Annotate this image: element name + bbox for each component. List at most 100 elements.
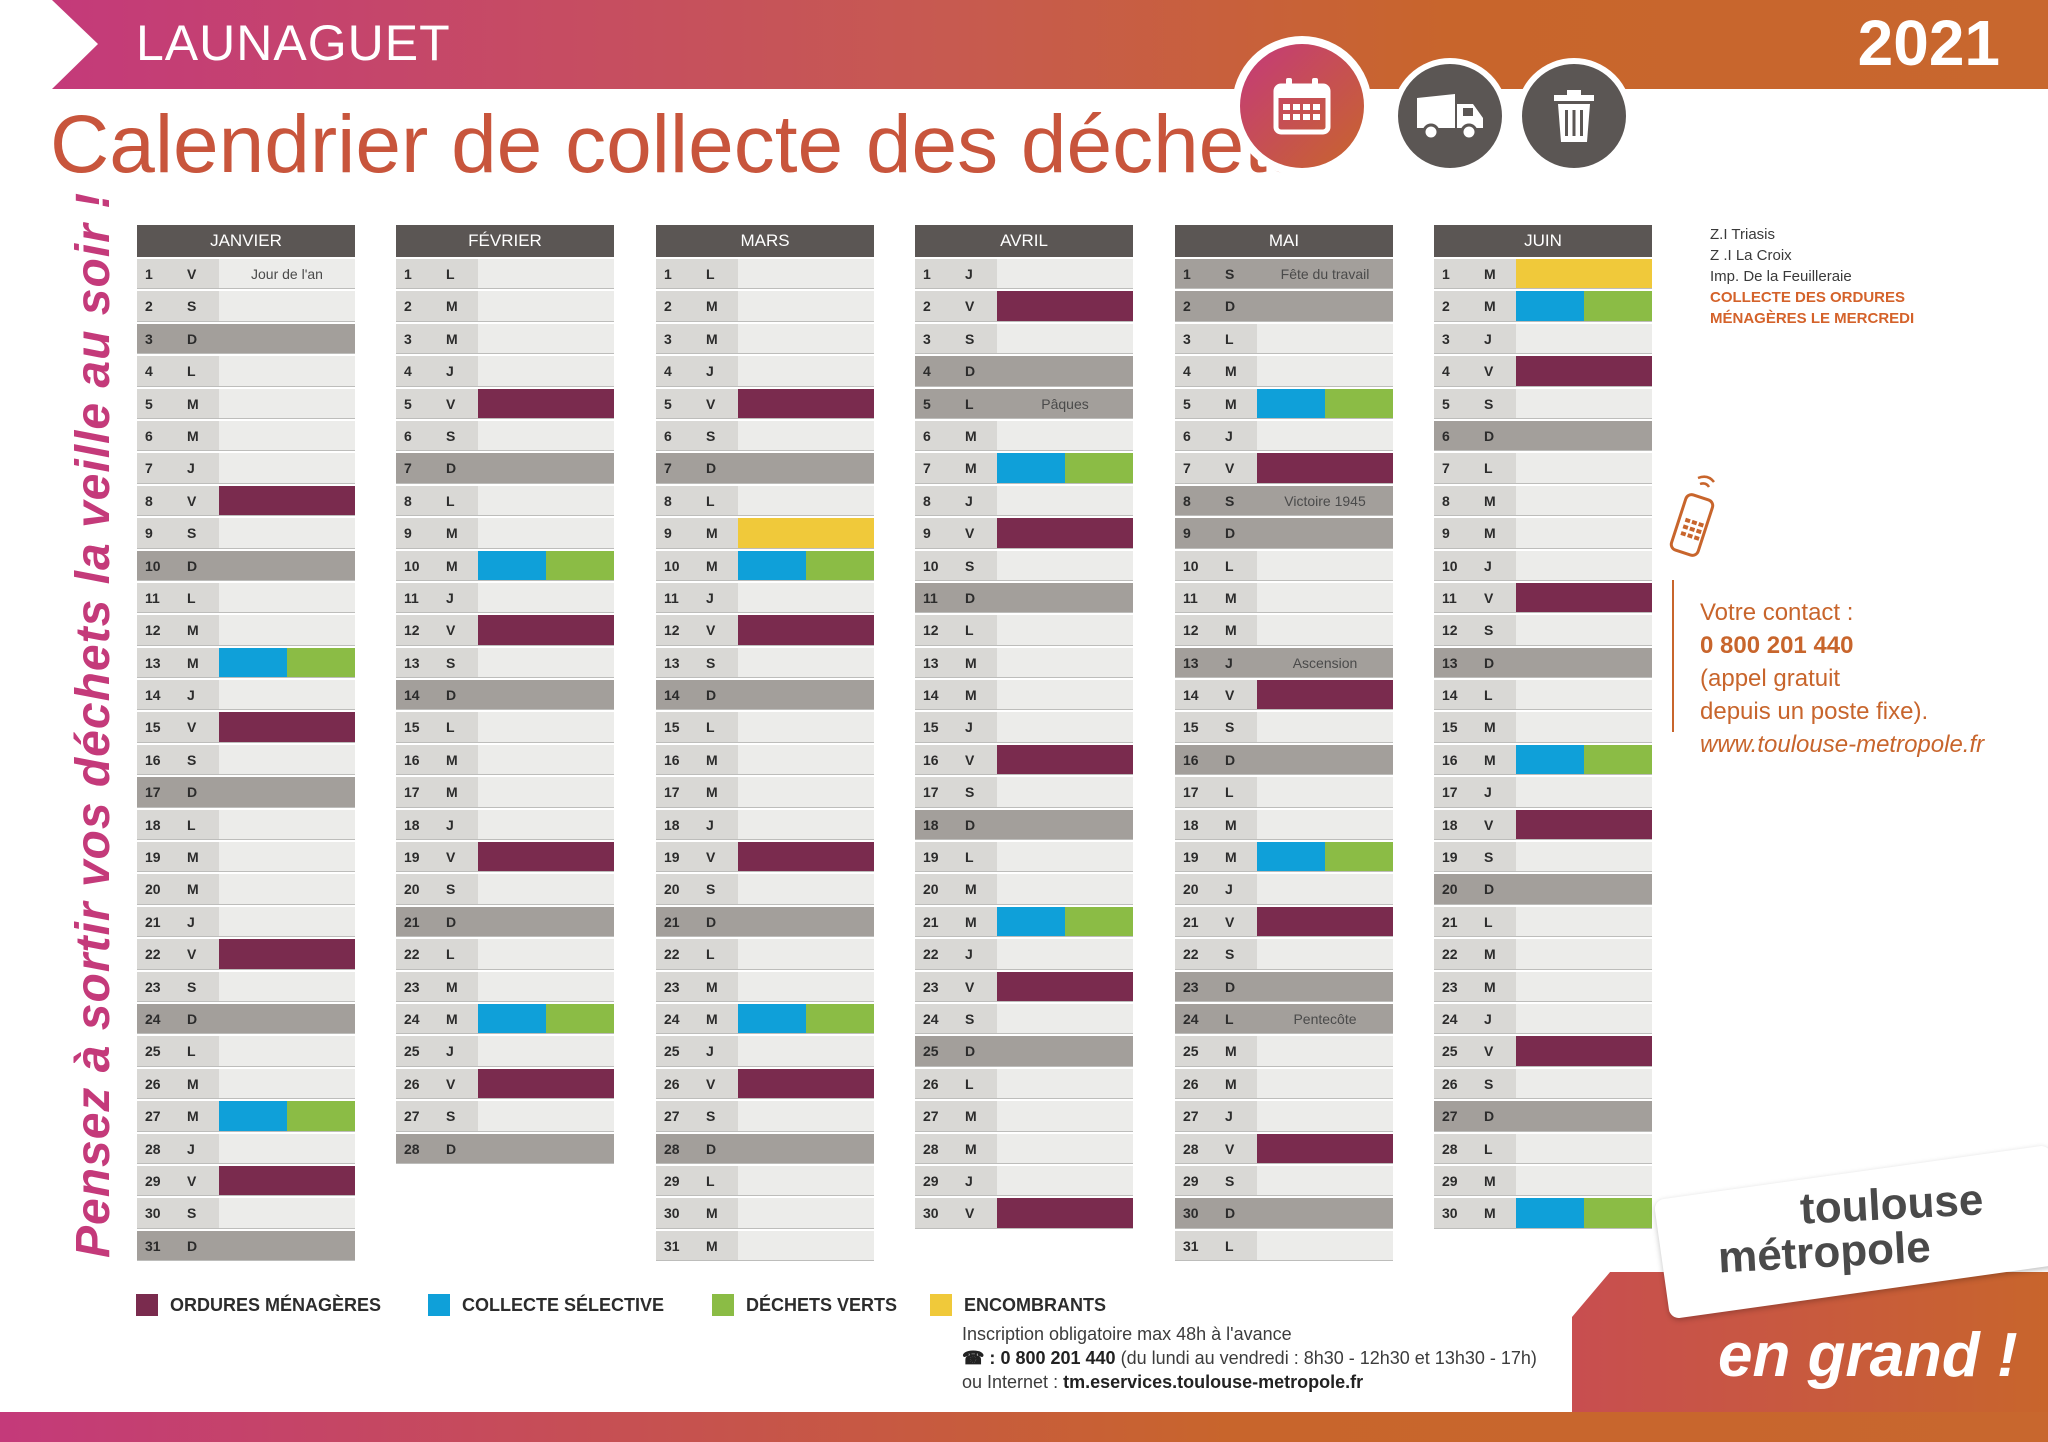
- weekday-letter: M: [187, 849, 199, 866]
- day-row: 24 M: [656, 1003, 874, 1035]
- collection-verts: [1065, 906, 1133, 937]
- day-number: 15: [1442, 719, 1458, 736]
- day-label-block: [915, 1198, 997, 1228]
- day-row: 21 L: [1434, 906, 1652, 938]
- day-row: 30 S: [137, 1198, 355, 1229]
- day-row: 1 S Fête du travail: [1175, 259, 1393, 290]
- weekday-letter: S: [706, 881, 716, 898]
- collection-cell: [478, 615, 614, 645]
- collection-cell: [478, 1068, 614, 1099]
- note-phone[interactable]: 0 800 201 440: [1000, 1348, 1116, 1368]
- weekday-letter: L: [1484, 460, 1493, 477]
- day-row: 26 V: [656, 1068, 874, 1100]
- weekday-letter: M: [1225, 395, 1237, 412]
- day-row: 17 D: [137, 777, 355, 808]
- day-number: 28: [1183, 1140, 1199, 1157]
- address-line: Z.I Triasis: [1710, 226, 1776, 243]
- day-number: 4: [1183, 363, 1191, 380]
- contact-website-link[interactable]: www.toulouse-metropole.fr: [1700, 731, 1985, 758]
- day-label-block: [1434, 356, 1516, 386]
- day-label-block: [1175, 420, 1257, 451]
- address-highlight: MÉNAGÈRES LE MERCREDI: [1710, 310, 1915, 327]
- weekday-letter: M: [446, 784, 458, 801]
- collection-cell: [1516, 582, 1652, 613]
- collection-verts: [1325, 388, 1393, 418]
- day-label-block: [656, 939, 738, 969]
- day-number: 15: [1183, 719, 1199, 736]
- day-number: 19: [404, 849, 420, 866]
- day-label-block: [1434, 809, 1516, 840]
- day-label-block: [396, 971, 478, 1001]
- weekday-letter: D: [965, 589, 976, 606]
- weekday-letter: S: [187, 525, 197, 542]
- weekday-letter: D: [706, 1140, 717, 1157]
- day-number: 9: [1442, 525, 1450, 542]
- day-row: 25 D: [915, 1036, 1133, 1067]
- day-number: 16: [664, 751, 680, 768]
- weekday-letter: M: [706, 1010, 718, 1027]
- weekday-letter: L: [706, 946, 715, 963]
- weekday-letter: S: [1484, 1075, 1494, 1092]
- day-row: 5 L Pâques: [915, 388, 1133, 419]
- day-label-block: [396, 1068, 478, 1099]
- day-label-block: [1175, 323, 1257, 354]
- day-number: 27: [664, 1108, 680, 1125]
- weekday-letter: V: [1225, 460, 1235, 477]
- day-number: 12: [1183, 622, 1199, 639]
- day-number: 18: [1183, 816, 1199, 833]
- weekday-letter: J: [187, 460, 195, 477]
- collection-selective: [219, 647, 287, 678]
- month-column: FÉVRIER 1 L 2 M 3 M 4 J 5 V 6 S 7 D 8 L 9 M 10 M 11 J 12 V 13 S 14 D…: [396, 225, 614, 1164]
- day-number: 24: [664, 1010, 680, 1027]
- day-label-block: [1434, 615, 1516, 645]
- collection-ordures: [478, 842, 614, 872]
- day-row: 19 S: [1434, 842, 1652, 873]
- weekday-letter: V: [1225, 913, 1235, 930]
- day-number: 12: [664, 622, 680, 639]
- day-label-block: [137, 518, 219, 548]
- weekday-letter: S: [446, 881, 456, 898]
- day-label-block: [137, 647, 219, 678]
- day-row: 21 M: [915, 906, 1133, 938]
- day-label-block: [656, 777, 738, 807]
- day-number: 8: [664, 492, 672, 509]
- day-number: 9: [145, 525, 153, 542]
- weekday-letter: V: [965, 751, 975, 768]
- collection-verts: [1065, 453, 1133, 483]
- day-label-block: [656, 453, 738, 483]
- day-number: 6: [923, 427, 931, 444]
- collection-selective: [478, 550, 546, 580]
- weekday-letter: L: [446, 946, 455, 963]
- weekday-letter: M: [1484, 719, 1496, 736]
- holiday-note: Pâques: [1041, 395, 1089, 412]
- weekday-letter: L: [1225, 784, 1234, 801]
- day-number: 22: [1442, 946, 1458, 963]
- weekday-letter: M: [187, 395, 199, 412]
- collection-ordures: [997, 1198, 1133, 1228]
- day-row: 23 M: [1434, 971, 1652, 1002]
- day-row: 11 V: [1434, 582, 1652, 614]
- day-row: 15 S: [1175, 712, 1393, 743]
- weekday-letter: D: [446, 1140, 457, 1157]
- day-number: 3: [145, 330, 153, 347]
- day-number: 23: [145, 978, 161, 995]
- day-row: 10 L: [1175, 550, 1393, 581]
- day-number: 17: [1183, 784, 1199, 801]
- weekday-letter: L: [1225, 557, 1234, 574]
- day-number: 19: [1442, 849, 1458, 866]
- collection-cell: [1516, 1198, 1652, 1228]
- weekday-letter: D: [446, 687, 457, 704]
- note-internet-link[interactable]: tm.eservices.toulouse-metropole.fr: [1063, 1372, 1364, 1392]
- day-number: 29: [1442, 1172, 1458, 1189]
- legend-label: COLLECTE SÉLECTIVE: [462, 1294, 665, 1315]
- collection-cell: [738, 1003, 874, 1034]
- contact-phone[interactable]: 0 800 201 440: [1700, 632, 1854, 659]
- weekday-letter: V: [706, 849, 716, 866]
